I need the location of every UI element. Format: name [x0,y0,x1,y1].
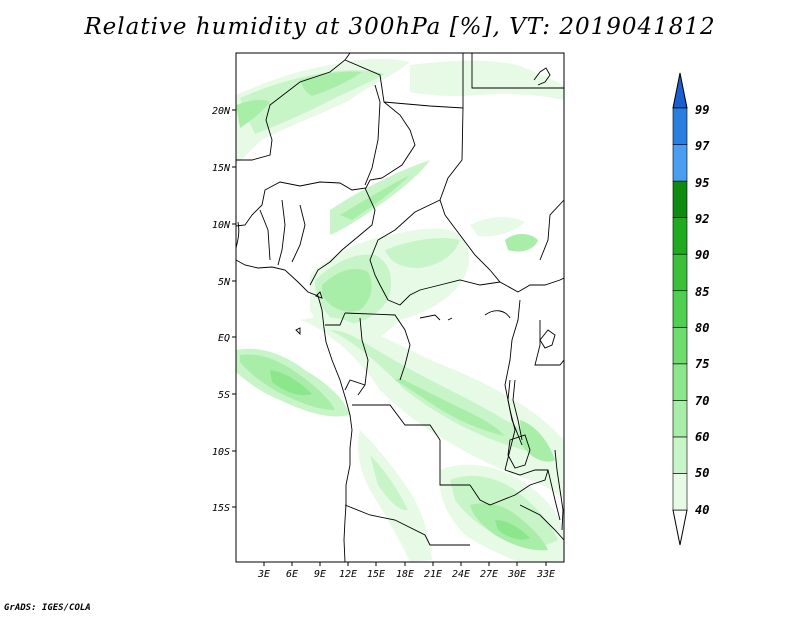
colorbar: 99 97 95 92 90 85 80 75 70 60 50 40 [672,72,710,546]
lon-label-33e: 33E [536,569,555,580]
lon-label-27e: 27E [480,569,498,580]
colorbar-segment [672,436,688,474]
colorbar-label-50: 50 [695,466,709,480]
colorbar-segment [672,363,688,401]
colorbar-bottom-arrow [672,509,688,546]
colorbar-segment [672,180,688,218]
lon-label-3e: 3E [257,569,270,580]
colorbar-top-arrow [672,72,688,109]
colorbar-label-92: 92 [695,212,709,226]
colorbar-segment [672,473,688,511]
lon-labels: 3E 6E 9E 12E 15E 18E 21E 24E 27E 30E 33E [257,569,555,580]
lat-label-10n: 10N [212,220,231,231]
colorbar-segment [672,290,688,328]
lat-labels: 20N 15N 10N 5N EQ 5S 10S 15S [212,106,231,514]
colorbar-label-70: 70 [695,394,709,408]
colorbar-segment [672,144,688,182]
lon-label-15e: 15E [367,569,385,580]
lat-label-10s: 10S [212,447,230,458]
colorbar-label-85: 85 [695,285,709,299]
map-title: Relative humidity at 300hPa [%], VT: 201… [84,14,716,40]
lon-label-24e: 24E [452,569,470,580]
lon-label-6e: 6E [286,569,298,580]
lat-label-15s: 15S [212,503,230,514]
colorbar-segment [672,400,688,438]
humidity-shading [236,58,564,562]
colorbar-label-80: 80 [695,321,709,335]
colorbar-label-75: 75 [695,357,709,371]
colorbar-label-60: 60 [695,430,709,444]
colorbar-segment [672,107,688,145]
lat-label-eq: EQ [218,333,230,344]
lat-label-15n: 15N [212,163,231,174]
map-frame [235,52,565,563]
colorbar-label-40: 40 [695,503,709,517]
colorbar-segment [672,217,688,255]
lon-label-12e: 12E [339,569,357,580]
lon-label-30e: 30E [507,569,526,580]
colorbar-segment [672,253,688,292]
lat-label-20n: 20N [212,106,231,117]
colorbar-label-95: 95 [695,176,709,190]
colorbar-label-99: 99 [695,103,709,117]
colorbar-label-97: 97 [695,139,710,153]
lon-label-21e: 21E [424,569,442,580]
lat-label-5s: 5S [218,390,230,401]
map-boundaries [236,53,564,562]
lon-label-9e: 9E [314,569,326,580]
lon-label-18e: 18E [396,569,414,580]
colorbar-segment [672,326,688,365]
lat-label-5n: 5N [218,277,231,288]
colorbar-label-90: 90 [695,248,709,262]
grads-credit: GrADS: IGES/COLA [4,603,91,613]
